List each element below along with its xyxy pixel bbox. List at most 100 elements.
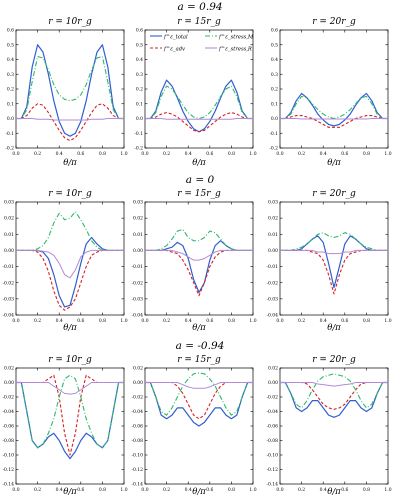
y-tick-label: -0.10 <box>2 453 14 459</box>
x-tick-label: 1.0 <box>120 487 127 493</box>
series-line-total <box>145 240 253 293</box>
x-tick-label: 0.2 <box>163 151 170 157</box>
x-tick-label: 0.4 <box>185 318 192 324</box>
panel-title: r = 15r_g <box>177 17 221 27</box>
x-tick-label: 1.0 <box>120 318 127 324</box>
x-tick-label: 0.8 <box>228 151 235 157</box>
x-axis-label: θ/π <box>192 323 206 333</box>
x-axis-label: θ/π <box>327 487 341 497</box>
x-axis-label: θ/π <box>63 158 77 168</box>
series-line-stress_R <box>280 249 388 255</box>
y-tick-label: -0.03 <box>266 296 278 302</box>
y-tick-label: 0.6 <box>7 28 14 34</box>
y-tick-label: -0.06 <box>2 424 14 430</box>
y-tick-label: 0.02 <box>268 366 278 372</box>
y-tick-label: -0.10 <box>266 453 278 459</box>
y-tick-label: 0.4 <box>136 57 143 63</box>
y-tick-label: 0.02 <box>4 366 14 372</box>
x-axis-label: θ/π <box>327 158 341 168</box>
y-tick-label: -0.02 <box>2 395 14 401</box>
series-line-total <box>145 381 253 427</box>
series-line-stress_R <box>16 118 124 121</box>
x-tick-label: 0.8 <box>99 318 106 324</box>
panel-title: r = 15r_g <box>177 189 221 199</box>
y-tick-label: 0.2 <box>7 87 14 93</box>
x-tick-label: 0.2 <box>34 151 41 157</box>
panel: r = 10r_g 0.0 0.2 0.4 0.6 0.8 1.0 -0.14 -0.12 -0.… <box>2 355 127 497</box>
x-tick-label: 0.4 <box>56 487 63 493</box>
series-line-stress_M <box>16 56 124 120</box>
x-tick-label: 0.0 <box>276 151 283 157</box>
series-line-stress_M <box>280 373 388 409</box>
x-tick-label: 0.4 <box>56 151 63 157</box>
y-tick-label: -0.03 <box>131 296 143 302</box>
y-tick-label: 0.1 <box>7 101 14 107</box>
y-tick-label: -0.06 <box>266 424 278 430</box>
y-tick-label: 0.03 <box>268 200 278 206</box>
series-line-total <box>280 92 388 127</box>
y-tick-label: -0.02 <box>131 280 143 286</box>
series-line-adv <box>16 103 124 142</box>
y-tick-label: 0.00 <box>268 248 278 254</box>
series-line-total <box>16 44 124 137</box>
x-tick-label: 0.2 <box>34 318 41 324</box>
series-line-adv <box>16 249 124 311</box>
y-tick-label: -0.01 <box>131 264 143 270</box>
x-tick-label: 0.6 <box>206 318 213 324</box>
x-tick-label: 0.6 <box>77 318 84 324</box>
y-tick-label: -0.12 <box>266 467 278 473</box>
y-tick-label: -0.01 <box>266 264 278 270</box>
y-tick-label: 0.5 <box>7 42 14 48</box>
series-line-stress_R <box>145 382 253 389</box>
y-tick-label: 0.5 <box>271 42 278 48</box>
y-tick-label: 0.1 <box>271 101 278 107</box>
group-title: a = -0.94 <box>176 340 225 352</box>
y-tick-label: 0.2 <box>271 87 278 93</box>
x-tick-label: 0.6 <box>206 487 213 493</box>
y-tick-label: -0.1 <box>134 131 143 137</box>
x-tick-label: 0.8 <box>363 487 370 493</box>
y-tick-label: -0.2 <box>5 146 14 152</box>
panel-title: r = 10r_g <box>48 355 92 365</box>
y-tick-label: 0.00 <box>133 248 143 254</box>
x-tick-label: 0.6 <box>341 487 348 493</box>
y-tick-label: -0.10 <box>131 453 143 459</box>
plot-frame <box>279 367 389 485</box>
panel: r = 10r_g 0.0 0.2 0.4 0.6 0.8 1.0 -0.04 -0.03 -0.… <box>2 189 127 333</box>
y-tick-label: -0.04 <box>266 313 278 319</box>
x-axis-label: θ/π <box>192 487 206 497</box>
y-tick-label: -0.12 <box>131 467 143 473</box>
x-tick-label: 1.0 <box>384 151 391 157</box>
x-tick-label: 0.0 <box>276 487 283 493</box>
x-tick-label: 0.8 <box>99 487 106 493</box>
group-title: a = 0.94 <box>177 1 222 13</box>
x-tick-label: 0.2 <box>163 487 170 493</box>
legend: f^ε_total f^ε_adv f^ε_stress,M f^ε_stress,R <box>150 34 254 53</box>
x-tick-label: 0.6 <box>341 318 348 324</box>
panel-title: r = 15r_g <box>177 355 221 365</box>
series-line-stress_R <box>280 382 388 387</box>
y-tick-label: -0.06 <box>131 424 143 430</box>
x-tick-label: 0.4 <box>185 487 192 493</box>
y-tick-label: -0.14 <box>266 482 278 488</box>
y-tick-label: 0.02 <box>133 366 143 372</box>
chart-group-0: a = 0.94 r = 10r_g 0.0 0.2 0.4 0.6 0.8 1.0 -0.2 -… <box>5 1 391 168</box>
y-tick-label: 0.00 <box>133 380 143 386</box>
y-tick-label: 0.02 <box>133 216 143 222</box>
x-tick-label: 1.0 <box>384 487 391 493</box>
legend-label: f^ε_stress,R <box>218 46 252 53</box>
x-tick-label: 0.4 <box>320 318 327 324</box>
chart-group-2: a = -0.94 r = 10r_g 0.0 0.2 0.4 0.6 0.8 1.0 -0.1… <box>2 340 391 497</box>
x-tick-label: 0.8 <box>363 318 370 324</box>
x-tick-label: 0.6 <box>77 151 84 157</box>
series-line-stress_M <box>145 85 253 120</box>
y-tick-label: -0.14 <box>131 482 143 488</box>
panel: r = 20r_g 0.0 0.2 0.4 0.6 0.8 1.0 -0.14 -0.12 -0.… <box>266 355 391 497</box>
group-title: a = 0 <box>186 174 215 186</box>
y-tick-label: 0.00 <box>4 380 14 386</box>
x-tick-label: 1.0 <box>384 318 391 324</box>
y-tick-label: -0.08 <box>131 438 143 444</box>
x-tick-label: 0.0 <box>141 318 148 324</box>
y-tick-label: 0.01 <box>133 232 143 238</box>
